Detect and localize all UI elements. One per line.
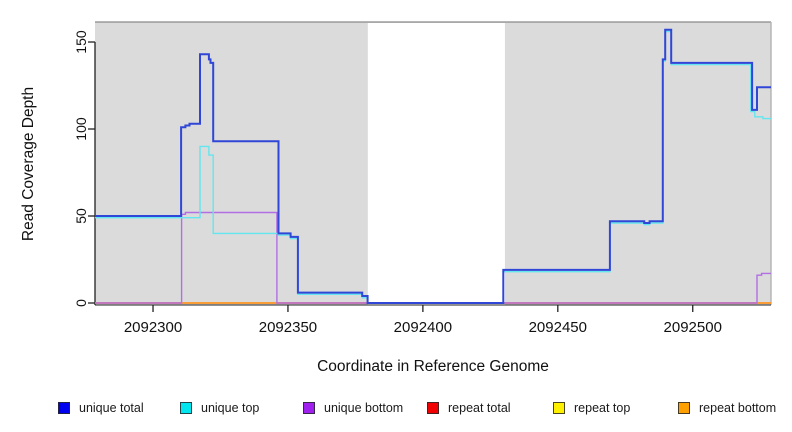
x-tick-label: 2092500 <box>664 319 722 336</box>
legend-label: repeat top <box>574 401 631 415</box>
legend-swatch-icon <box>553 402 565 414</box>
coverage-plot: 0 50 100 150 2092300 2092350 2092400 2092450 209… <box>73 21 772 336</box>
y-tick-label: 150 <box>73 30 89 54</box>
no-data-gap <box>367 23 505 305</box>
legend-swatch-icon <box>58 402 70 414</box>
legend-label: unique top <box>201 401 260 415</box>
series-unique-top <box>95 30 771 304</box>
x-tick-label: 2092350 <box>259 319 317 336</box>
legend-item-repeat-total: repeat total <box>427 400 511 416</box>
legend: unique total unique top unique bottom repea… <box>0 400 792 418</box>
x-tick-label: 2092300 <box>124 319 182 336</box>
series-unique-bottom <box>95 211 771 304</box>
legend-label: unique bottom <box>324 401 404 415</box>
legend-item-repeat-bottom: repeat bottom <box>678 400 776 416</box>
y-tick-label: 0 <box>73 299 89 307</box>
legend-item-repeat-top: repeat top <box>553 400 630 416</box>
legend-swatch-icon <box>678 402 690 414</box>
legend-swatch-icon <box>180 402 192 414</box>
legend-item-unique-total: unique total <box>58 400 144 416</box>
series-unique-total <box>95 28 771 304</box>
x-axis-title: Coordinate in Reference Genome <box>317 358 549 375</box>
legend-label: unique total <box>79 401 144 415</box>
y-tick-label: 50 <box>73 208 89 224</box>
legend-swatch-icon <box>303 402 315 414</box>
x-tick-label: 2092450 <box>529 319 587 336</box>
legend-item-unique-bottom: unique bottom <box>303 400 403 416</box>
legend-item-unique-top: unique top <box>180 400 259 416</box>
y-axis-title: Read Coverage Depth <box>20 86 37 242</box>
y-tick-label: 100 <box>73 117 89 141</box>
legend-swatch-icon <box>427 402 439 414</box>
x-tick-label: 2092400 <box>394 319 452 336</box>
legend-label: repeat bottom <box>699 401 777 415</box>
legend-label: repeat total <box>448 401 511 415</box>
